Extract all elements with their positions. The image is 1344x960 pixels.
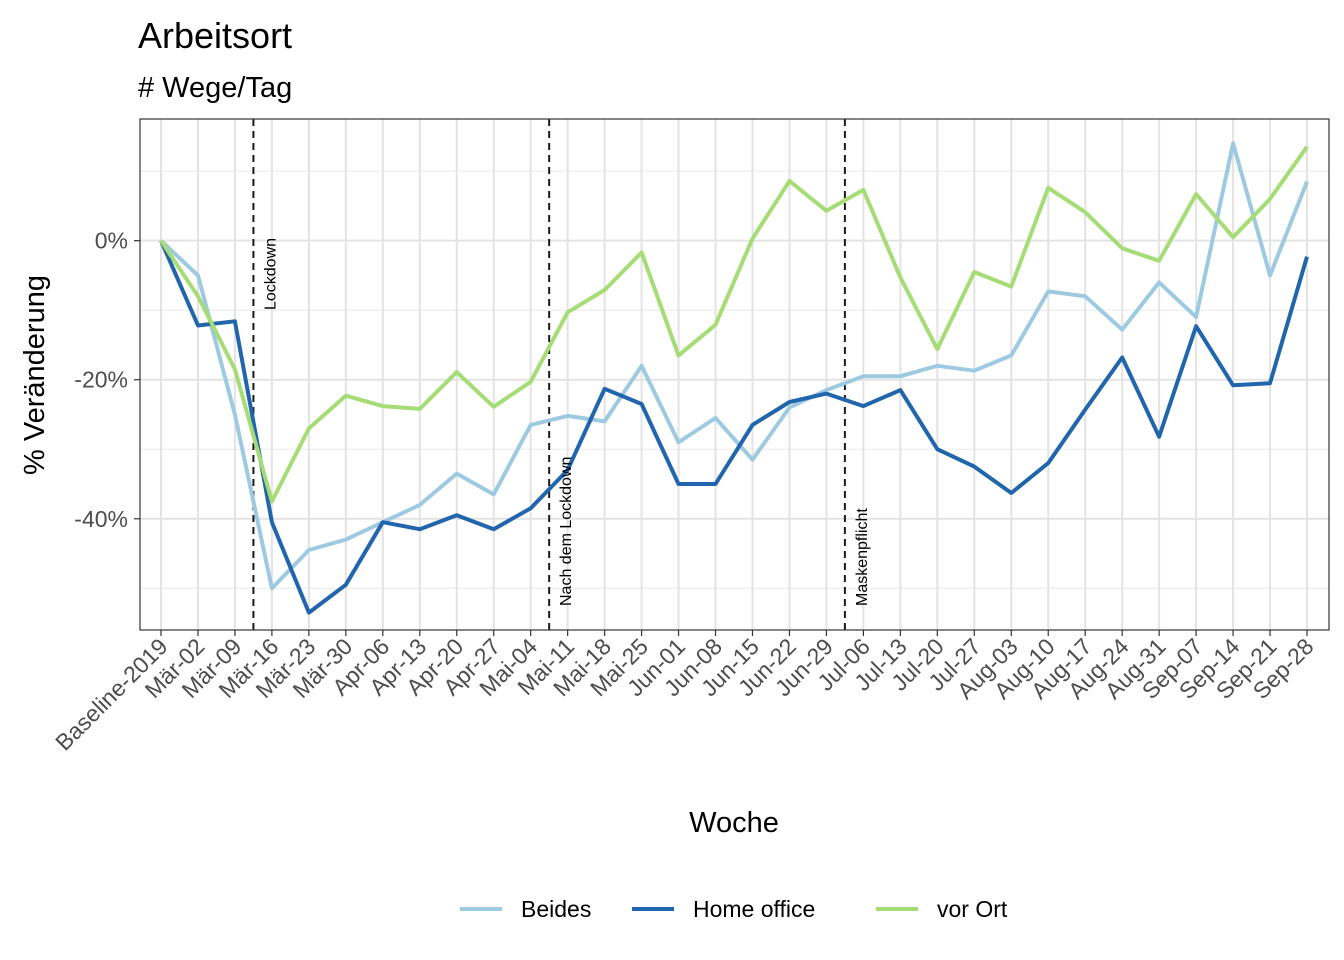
y-tick-label: -40% [74, 506, 128, 532]
event-annotations: Lockdown Nach dem Lockdown Maskenpflicht [262, 238, 870, 606]
event-lines [252, 119, 846, 630]
chart-title: Arbeitsort [138, 15, 292, 56]
event-label: Nach dem Lockdown [558, 457, 575, 606]
event-label: Maskenpflicht [854, 508, 871, 606]
minor-gridlines [140, 170, 1329, 589]
y-axis-title: % Veränderung [19, 275, 51, 475]
chart-subtitle: # Wege/Tag [138, 72, 292, 104]
legend: Beides Home office vor Ort [460, 896, 1008, 922]
event-label: Lockdown [262, 238, 279, 310]
legend-label: vor Ort [937, 896, 1008, 922]
series-line [159, 141, 1309, 591]
y-tick-label: -20% [74, 367, 128, 393]
major-gridlines [140, 119, 1329, 630]
x-axis: Baseline-2019Mär-02Mär-09Mär-16Mär-23Mär… [50, 630, 1319, 756]
series-line [159, 239, 1309, 615]
series-line [159, 145, 1309, 504]
legend-label: Beides [521, 896, 591, 922]
x-axis-title: Woche [689, 807, 779, 839]
y-tick-label: 0% [95, 228, 128, 254]
y-axis: 0% -20% -40% [74, 228, 140, 532]
series-lines [159, 141, 1309, 615]
legend-label: Home office [693, 896, 815, 922]
plot-border [139, 118, 1330, 631]
